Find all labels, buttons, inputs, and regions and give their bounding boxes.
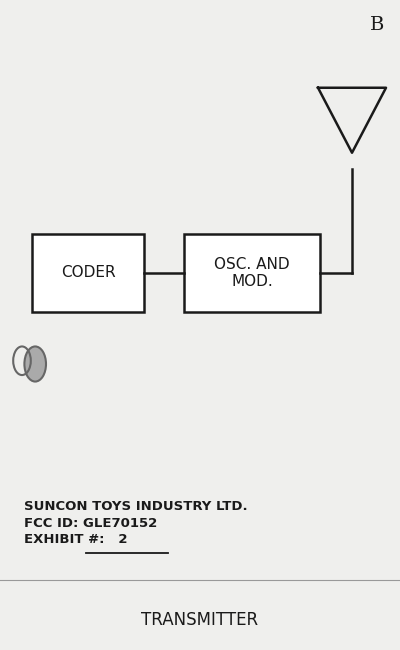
Text: OSC. AND
MOD.: OSC. AND MOD.	[214, 257, 290, 289]
Text: CODER: CODER	[61, 265, 115, 281]
FancyBboxPatch shape	[184, 234, 320, 312]
Text: TRANSMITTER: TRANSMITTER	[142, 611, 258, 629]
Text: SUNCON TOYS INDUSTRY LTD.: SUNCON TOYS INDUSTRY LTD.	[24, 500, 248, 514]
Text: FCC ID: GLE70152: FCC ID: GLE70152	[24, 517, 157, 530]
Circle shape	[24, 346, 46, 382]
Text: EXHIBIT #:   2: EXHIBIT #: 2	[24, 533, 128, 546]
Text: B: B	[370, 16, 384, 34]
FancyBboxPatch shape	[32, 234, 144, 312]
